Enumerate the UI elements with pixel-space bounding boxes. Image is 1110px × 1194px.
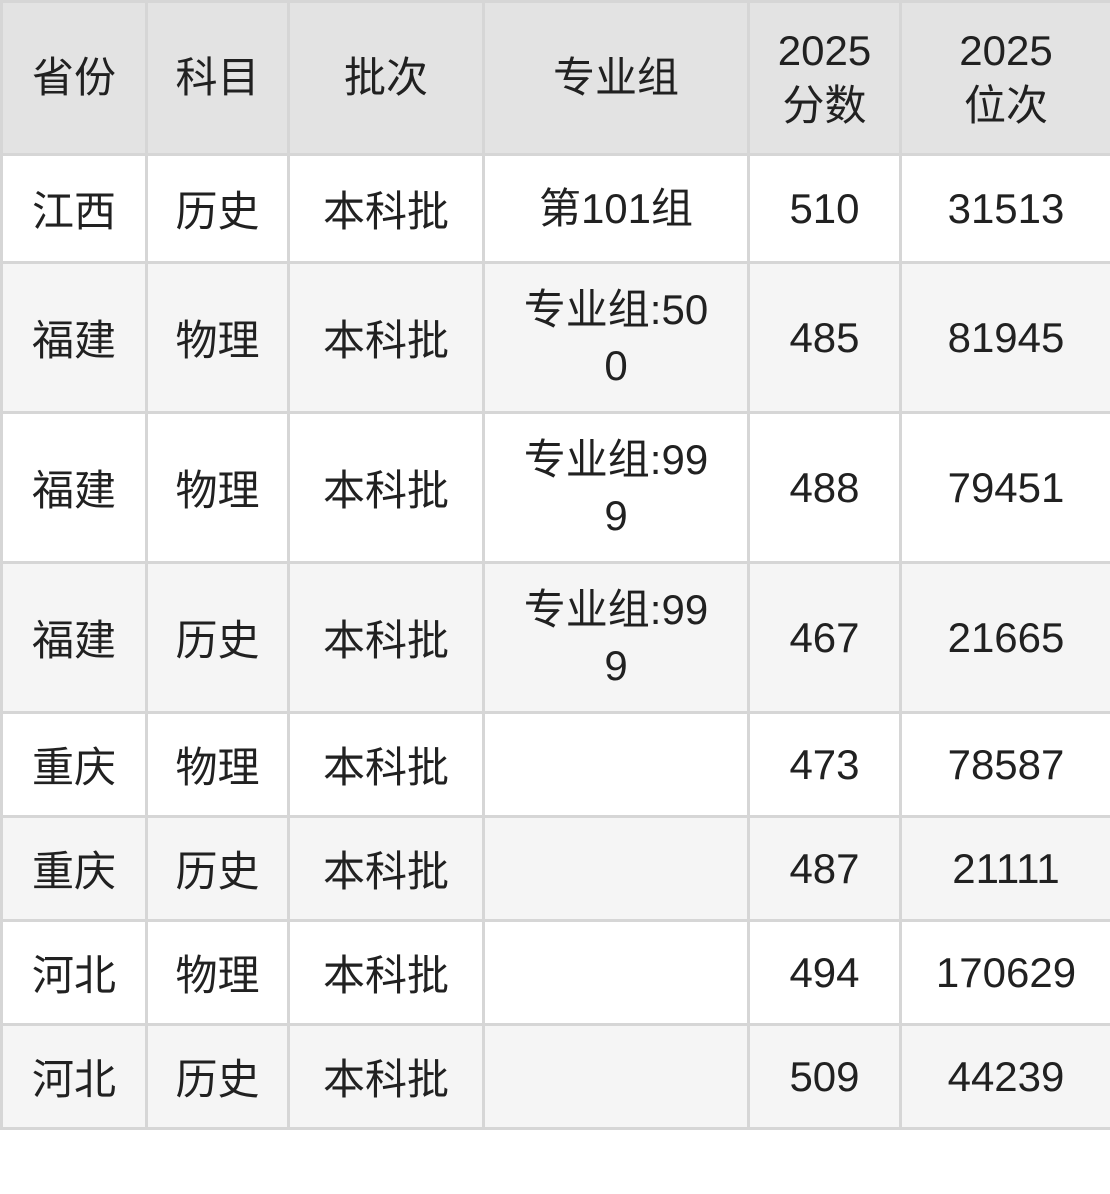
col-header-province: 省份	[0, 0, 148, 156]
cell-province: 河北	[0, 919, 148, 1026]
cell-rank: 21111	[899, 815, 1110, 922]
cell-batch: 本科批	[287, 919, 485, 1026]
cell-batch: 本科批	[287, 561, 485, 714]
cell-major-group: 专业组:500	[482, 261, 750, 414]
cell-score: 494	[747, 919, 902, 1026]
cell-subject: 历史	[145, 561, 290, 714]
col-header-rank-2025: 2025位次	[899, 0, 1110, 156]
col-header-batch: 批次	[287, 0, 485, 156]
cell-major-group: 专业组:999	[482, 411, 750, 564]
cell-rank: 79451	[899, 411, 1110, 564]
col-header-label: 科目	[175, 54, 260, 102]
cell-subject: 历史	[145, 815, 290, 922]
cell-major-group: 专业组:999	[482, 561, 750, 714]
cell-major-group: 第101组	[482, 153, 750, 264]
cell-province: 河北	[0, 1023, 148, 1130]
major-group-text: 专业组:999	[523, 436, 709, 539]
table-row: 江西 历史 本科批 第101组 510 31513	[0, 153, 1110, 264]
cell-rank: 31513	[899, 153, 1110, 264]
cell-batch: 本科批	[287, 711, 485, 818]
major-group-text: 专业组:999	[523, 586, 709, 689]
cell-province: 重庆	[0, 815, 148, 922]
cell-rank: 44239	[899, 1023, 1110, 1130]
col-header-subject: 科目	[145, 0, 290, 156]
admission-score-table: 省份 科目 批次 专业组 2025分数 2025位次 江西 历史 本科批 第10…	[0, 0, 1110, 1130]
cell-major-group	[482, 919, 750, 1026]
cell-score: 473	[747, 711, 902, 818]
cell-score: 467	[747, 561, 902, 714]
header-row: 省份 科目 批次 专业组 2025分数 2025位次	[0, 0, 1110, 156]
col-header-major-group: 专业组	[482, 0, 750, 156]
cell-batch: 本科批	[287, 261, 485, 414]
cell-rank: 170629	[899, 919, 1110, 1026]
cell-score: 510	[747, 153, 902, 264]
table-row: 福建 物理 本科批 专业组:999 488 79451	[0, 411, 1110, 564]
cell-subject: 历史	[145, 1023, 290, 1130]
table-row: 福建 历史 本科批 专业组:999 467 21665	[0, 561, 1110, 714]
cell-province: 福建	[0, 411, 148, 564]
cell-province: 重庆	[0, 711, 148, 818]
cell-subject: 历史	[145, 153, 290, 264]
cell-major-group	[482, 1023, 750, 1130]
cell-rank: 21665	[899, 561, 1110, 714]
cell-major-group	[482, 711, 750, 818]
table-row: 河北 历史 本科批 509 44239	[0, 1023, 1110, 1130]
cell-score: 487	[747, 815, 902, 922]
cell-subject: 物理	[145, 711, 290, 818]
table-row: 重庆 历史 本科批 487 21111	[0, 815, 1110, 922]
cell-batch: 本科批	[287, 411, 485, 564]
col-header-label: 2025位次	[959, 26, 1053, 129]
cell-batch: 本科批	[287, 815, 485, 922]
cell-batch: 本科批	[287, 1023, 485, 1130]
cell-score: 485	[747, 261, 902, 414]
table-row: 河北 物理 本科批 494 170629	[0, 919, 1110, 1026]
cell-score: 509	[747, 1023, 902, 1130]
major-group-text: 第101组	[538, 184, 694, 232]
cell-province: 福建	[0, 261, 148, 414]
table-row: 重庆 物理 本科批 473 78587	[0, 711, 1110, 818]
major-group-text: 专业组:500	[523, 286, 709, 389]
col-header-label: 2025分数	[777, 26, 872, 129]
cell-rank: 78587	[899, 711, 1110, 818]
cell-province: 福建	[0, 561, 148, 714]
cell-major-group	[482, 815, 750, 922]
cell-batch: 本科批	[287, 153, 485, 264]
cell-subject: 物理	[145, 919, 290, 1026]
cell-score: 488	[747, 411, 902, 564]
table-row: 福建 物理 本科批 专业组:500 485 81945	[0, 261, 1110, 414]
col-header-label: 批次	[343, 54, 428, 102]
col-header-label: 专业组	[552, 54, 679, 102]
col-header-score-2025: 2025分数	[747, 0, 902, 156]
cell-subject: 物理	[145, 411, 290, 564]
cell-province: 江西	[0, 153, 148, 264]
cell-rank: 81945	[899, 261, 1110, 414]
col-header-label: 省份	[31, 54, 116, 102]
cell-subject: 物理	[145, 261, 290, 414]
